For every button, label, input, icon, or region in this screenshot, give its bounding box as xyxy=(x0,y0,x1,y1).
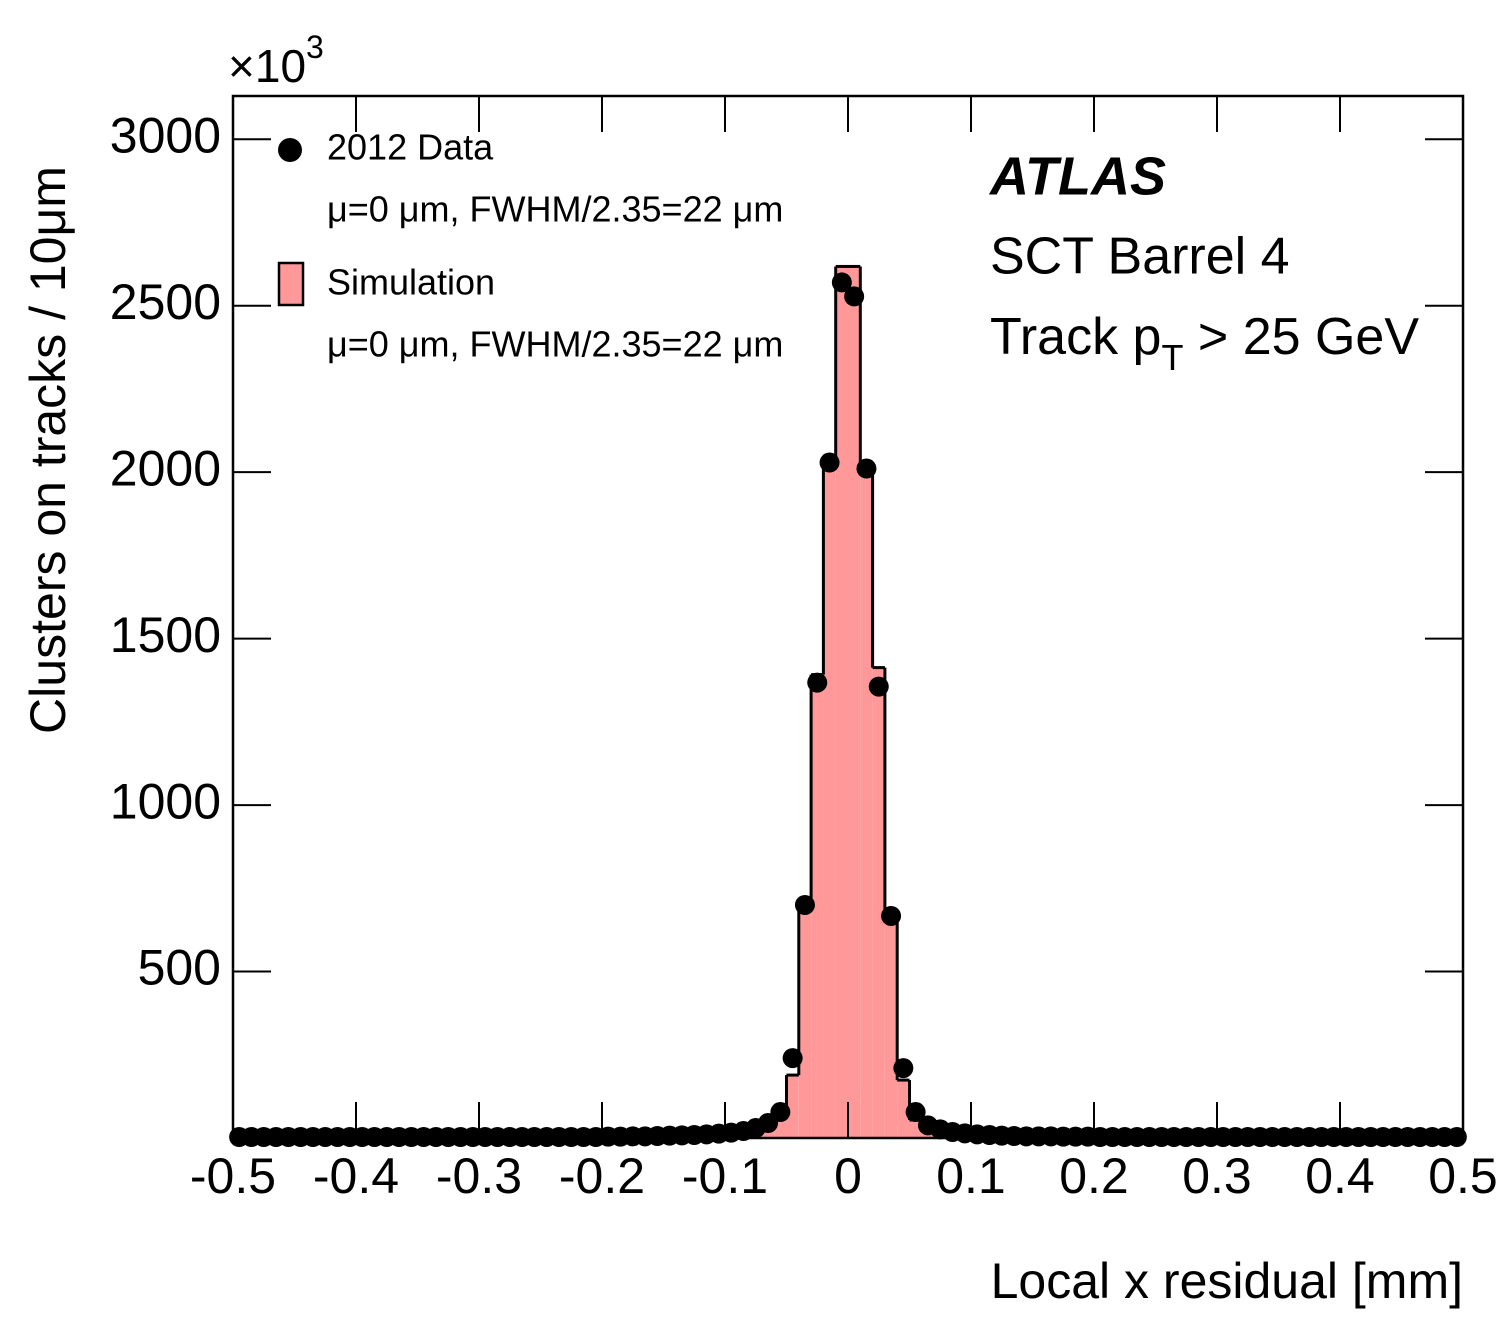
histogram-bar xyxy=(786,1075,799,1138)
x-tick-label: -0.3 xyxy=(436,1148,522,1204)
histogram-bar xyxy=(823,462,836,1138)
histogram-bar xyxy=(811,674,824,1138)
cut-prefix: Track p xyxy=(990,308,1161,366)
data-point xyxy=(844,286,865,307)
y-tick-label: 3000 xyxy=(110,107,221,163)
histogram-bar xyxy=(848,266,861,1138)
data-point xyxy=(807,672,828,693)
x-tick-label: -0.2 xyxy=(559,1148,645,1204)
data-point xyxy=(893,1058,914,1079)
x-tick-label: 0.5 xyxy=(1428,1148,1498,1204)
data-point xyxy=(831,272,852,293)
multiplier-exponent: 3 xyxy=(306,29,324,65)
histogram-bar xyxy=(897,1080,910,1138)
legend-marker xyxy=(278,138,302,162)
histogram-bar xyxy=(860,464,873,1138)
x-tick-label: -0.5 xyxy=(190,1148,276,1204)
legend-note: μ=0 μm, FWHM/2.35=22 μm xyxy=(327,189,783,230)
multiplier: ×10 xyxy=(228,40,306,92)
legend-note: μ=0 μm, FWHM/2.35=22 μm xyxy=(327,324,783,365)
y-tick-label: 1500 xyxy=(110,607,221,663)
legend-label: Simulation xyxy=(327,262,495,303)
y-tick-label: 500 xyxy=(138,940,221,996)
x-axis-title: Local x residual [mm] xyxy=(991,1253,1463,1309)
y-tick-label: 1000 xyxy=(110,773,221,829)
data-point xyxy=(819,452,840,473)
data-point xyxy=(868,676,889,697)
x-tick-label: 0 xyxy=(834,1148,862,1204)
histogram-bar xyxy=(835,266,848,1138)
data-point xyxy=(794,894,815,915)
legend-swatch xyxy=(277,261,305,307)
data-point xyxy=(881,905,902,926)
experiment-label: ATLAS xyxy=(988,146,1166,206)
data-point xyxy=(905,1102,926,1123)
histogram-bar xyxy=(872,667,885,1138)
y-tick-label: 2000 xyxy=(110,440,221,496)
detector-label: SCT Barrel 4 xyxy=(990,228,1290,286)
x-tick-label: 0.3 xyxy=(1182,1148,1252,1204)
cut-suffix: > 25 GeV xyxy=(1183,308,1419,366)
x-tick-label: 0.4 xyxy=(1305,1148,1375,1204)
data-point xyxy=(856,458,877,479)
cut-sub: T xyxy=(1161,337,1183,378)
x-tick-label: 0.1 xyxy=(936,1148,1006,1204)
data-point xyxy=(782,1048,803,1069)
y-multiplier: ×103 xyxy=(228,29,324,92)
cut-label: Track pT > 25 GeV xyxy=(990,308,1419,378)
x-tick-label: -0.1 xyxy=(682,1148,768,1204)
data-point xyxy=(770,1102,791,1123)
legend-label: 2012 Data xyxy=(327,127,494,168)
histogram-bar xyxy=(884,909,898,1138)
x-tick-label: -0.4 xyxy=(313,1148,399,1204)
histogram-bar xyxy=(798,909,812,1138)
y-tick-label: 2500 xyxy=(110,274,221,330)
y-axis-title: Clusters on tracks / 10μm xyxy=(20,166,76,734)
x-tick-label: 0.2 xyxy=(1059,1148,1129,1204)
